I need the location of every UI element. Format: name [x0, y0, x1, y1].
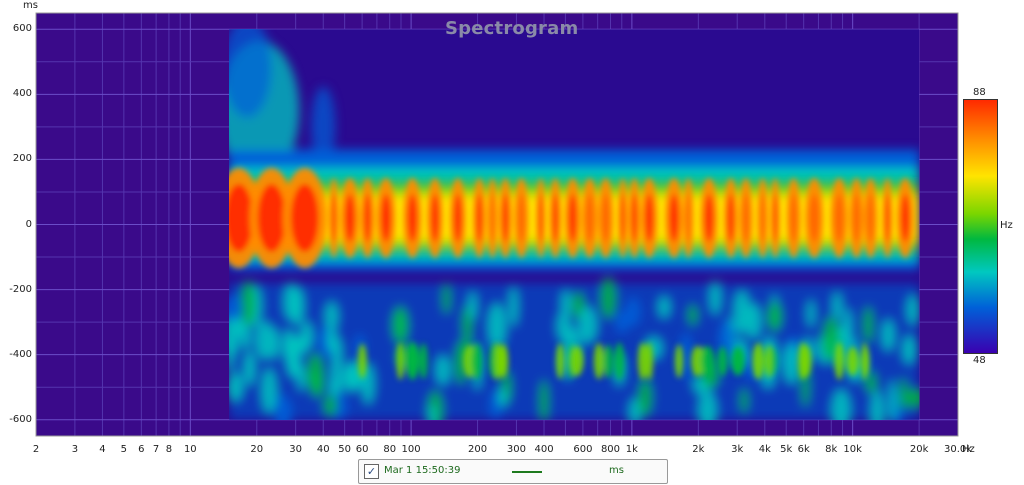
x-tick-label: 40 — [316, 444, 330, 455]
x-tick-label: 5k — [780, 444, 793, 455]
x-tick-label: 30 — [289, 444, 303, 455]
x-tick-label: 80 — [383, 444, 397, 455]
x-tick-label: 7 — [152, 444, 160, 455]
x-tick-label: 200 — [468, 444, 488, 455]
color-scale-max: 88 — [973, 87, 986, 98]
y-tick-label: 600 — [12, 23, 32, 35]
x-tick-label: 800 — [600, 444, 621, 455]
y-tick-label: -600 — [9, 413, 32, 425]
x-tick-label: 6 — [138, 444, 145, 455]
color-scale-min: 48 — [973, 355, 986, 366]
legend: ✓ Mar 1 15:50:39 ms — [358, 459, 668, 484]
x-tick-label: 3k — [731, 444, 744, 455]
x-tick-label: 2 — [32, 444, 40, 455]
color-scale-bar — [963, 99, 998, 354]
y-tick-label: -200 — [9, 283, 32, 295]
x-tick-label: 300 — [506, 444, 526, 455]
x-tick-label: 100 — [401, 444, 421, 455]
x-tick-label: 6k — [797, 444, 810, 455]
legend-series-name: Mar 1 15:50:39 — [384, 465, 461, 476]
legend-line-swatch — [512, 471, 542, 473]
y-tick-label: -400 — [9, 348, 32, 360]
x-tick-label: 30.0k — [943, 444, 973, 455]
x-tick-label: 1k — [625, 444, 638, 455]
y-axis-unit: ms — [23, 0, 38, 11]
x-tick-label: 5 — [120, 444, 128, 455]
legend-checkbox[interactable]: ✓ — [364, 464, 379, 479]
chart-title: Spectrogram — [445, 18, 579, 39]
color-scale-unit: Hz — [1000, 220, 1013, 231]
x-tick-label: 20k — [909, 444, 929, 455]
x-tick-label: 60 — [355, 444, 369, 455]
x-tick-label: 4k — [758, 444, 771, 455]
x-tick-label: 400 — [534, 444, 554, 455]
x-tick-label: 50 — [338, 444, 351, 455]
x-tick-label: 10 — [183, 444, 197, 455]
spectrogram-heatmap — [229, 29, 920, 420]
y-tick-label: 0 — [25, 218, 32, 230]
x-tick-label: 600 — [573, 444, 593, 455]
x-tick-label: 20 — [250, 444, 264, 455]
y-tick-label: 400 — [12, 88, 32, 100]
x-axis-unit: Hz — [962, 444, 975, 455]
x-tick-label: 2k — [692, 444, 705, 455]
legend-unit: ms — [609, 465, 624, 476]
x-tick-label: 8 — [165, 444, 173, 455]
x-tick-label: 8k — [825, 444, 838, 455]
x-tick-label: 4 — [99, 444, 106, 455]
plot-frame — [35, 12, 959, 437]
x-tick-label: 3 — [71, 444, 79, 455]
y-tick-label: 200 — [12, 153, 32, 165]
x-tick-label: 10k — [843, 444, 862, 455]
